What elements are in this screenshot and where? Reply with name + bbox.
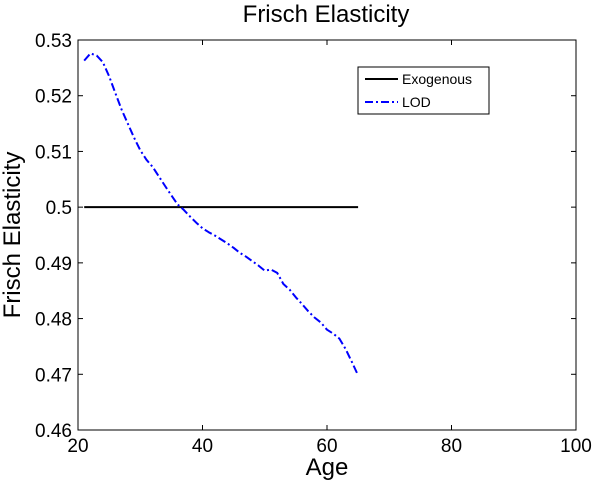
legend-label-lod: LOD — [402, 94, 431, 110]
y-tick-label: 0.48 — [35, 310, 72, 331]
legend: Exogenous LOD — [357, 66, 490, 115]
legend-label-exogenous: Exogenous — [402, 71, 472, 87]
x-tick-label: 60 — [316, 436, 337, 457]
y-axis-ticks: 0.46 0.47 0.48 0.49 0.5 0.51 0.52 0.53 — [35, 31, 576, 442]
plot-area — [77, 39, 577, 431]
y-tick-label: 0.46 — [35, 421, 72, 442]
x-tick-label: 100 — [560, 436, 592, 457]
chart-title: Frisch Elasticity — [243, 1, 410, 28]
x-tick-label: 40 — [192, 436, 213, 457]
y-tick-label: 0.47 — [35, 365, 72, 386]
y-tick-label: 0.53 — [35, 31, 72, 52]
series-layer — [83, 52, 360, 376]
x-tick-label: 20 — [67, 436, 88, 457]
x-tick-label: 80 — [441, 436, 462, 457]
y-tick-label: 0.5 — [46, 198, 72, 219]
y-tick-label: 0.52 — [35, 87, 72, 108]
x-axis-ticks: 20 40 60 80 100 — [67, 40, 592, 457]
series-line-lod — [83, 52, 360, 376]
y-tick-label: 0.51 — [35, 142, 72, 163]
y-tick-label: 0.49 — [35, 254, 72, 275]
x-axis-label: Age — [306, 454, 349, 481]
y-axis-label: Frisch Elasticity — [0, 152, 26, 319]
legend-box — [357, 66, 490, 115]
